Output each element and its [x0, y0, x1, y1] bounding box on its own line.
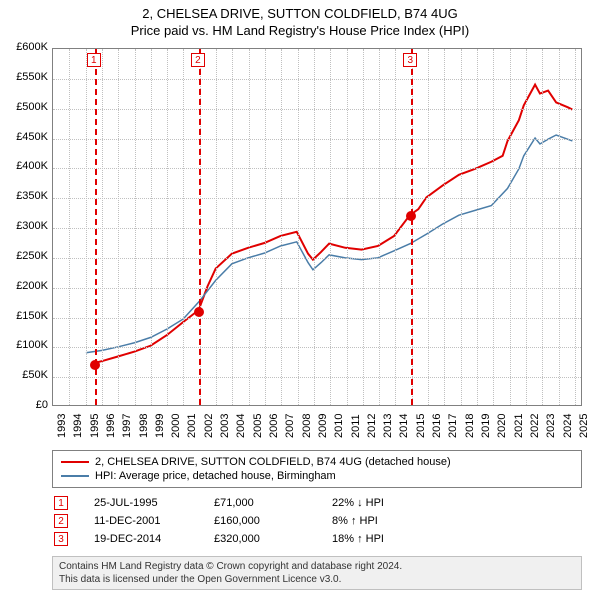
- sale-price: £71,000: [214, 497, 324, 509]
- legend-item: HPI: Average price, detached house, Birm…: [61, 469, 573, 483]
- price-chart: 2, CHELSEA DRIVE, SUTTON COLDFIELD, B74 …: [0, 0, 600, 590]
- x-axis-label: 2021: [513, 414, 525, 438]
- attribution-box: Contains HM Land Registry data © Crown c…: [52, 556, 582, 590]
- plot-area: 1 2 3: [52, 48, 582, 406]
- sale-marker-number: 3: [403, 53, 417, 67]
- x-axis-label: 1995: [89, 414, 101, 438]
- sale-marker-line: [95, 49, 97, 405]
- sale-hpi-diff: 18% ↑ HPI: [332, 533, 432, 545]
- x-axis-label: 2014: [398, 414, 410, 438]
- x-axis-label: 2016: [431, 414, 443, 438]
- y-axis-label: £350K: [0, 190, 48, 202]
- x-axis-label: 2011: [350, 414, 362, 438]
- sale-marker-line: [411, 49, 413, 405]
- chart-title-address: 2, CHELSEA DRIVE, SUTTON COLDFIELD, B74 …: [0, 0, 600, 21]
- x-axis-label: 2023: [545, 414, 557, 438]
- y-axis-label: £400K: [0, 160, 48, 172]
- sale-data-point: [406, 211, 416, 221]
- sale-data-point: [194, 307, 204, 317]
- sale-price: £320,000: [214, 533, 324, 545]
- y-axis-label: £550K: [0, 71, 48, 83]
- x-axis-label: 2017: [447, 414, 459, 438]
- sales-table: 1 25-JUL-1995 £71,000 22% ↓ HPI 2 11-DEC-2001…: [52, 494, 582, 548]
- sale-date: 19-DEC-2014: [76, 533, 206, 545]
- attribution-line1: Contains HM Land Registry data © Crown c…: [59, 560, 575, 573]
- x-axis-label: 2013: [382, 414, 394, 438]
- x-axis-label: 2025: [578, 414, 590, 438]
- x-axis-label: 1999: [154, 414, 166, 438]
- x-axis-label: 1997: [121, 414, 133, 438]
- chart-subtitle: Price paid vs. HM Land Registry's House …: [0, 21, 600, 38]
- x-axis-label: 2020: [496, 414, 508, 438]
- x-axis-label: 2015: [415, 414, 427, 438]
- x-axis-label: 2003: [219, 414, 231, 438]
- x-axis-label: 1998: [138, 414, 150, 438]
- sale-marker-number: 2: [191, 53, 205, 67]
- x-axis-label: 2005: [252, 414, 264, 438]
- x-axis-label: 2012: [366, 414, 378, 438]
- sale-row-marker: 2: [54, 514, 68, 528]
- y-axis-label: £0: [0, 399, 48, 411]
- x-axis-label: 2007: [284, 414, 296, 438]
- legend-swatch: [61, 461, 89, 463]
- y-axis-label: £200K: [0, 280, 48, 292]
- sale-date: 25-JUL-1995: [76, 497, 206, 509]
- y-axis-label: £450K: [0, 131, 48, 143]
- x-axis-label: 1993: [56, 414, 68, 438]
- sale-row: 2 11-DEC-2001 £160,000 8% ↑ HPI: [52, 512, 582, 530]
- legend-label: 2, CHELSEA DRIVE, SUTTON COLDFIELD, B74 …: [95, 456, 451, 468]
- x-axis-label: 2024: [562, 414, 574, 438]
- x-axis-label: 2022: [529, 414, 541, 438]
- x-axis-label: 2018: [464, 414, 476, 438]
- sale-hpi-diff: 8% ↑ HPI: [332, 515, 432, 527]
- sale-row: 3 19-DEC-2014 £320,000 18% ↑ HPI: [52, 530, 582, 548]
- x-axis-label: 2004: [235, 414, 247, 438]
- y-axis-label: £150K: [0, 310, 48, 322]
- x-axis-label: 2009: [317, 414, 329, 438]
- legend-label: HPI: Average price, detached house, Birm…: [95, 470, 336, 482]
- sale-row: 1 25-JUL-1995 £71,000 22% ↓ HPI: [52, 494, 582, 512]
- sale-hpi-diff: 22% ↓ HPI: [332, 497, 432, 509]
- legend: 2, CHELSEA DRIVE, SUTTON COLDFIELD, B74 …: [52, 450, 582, 488]
- chart-lines: [53, 49, 581, 405]
- x-axis-label: 2001: [186, 414, 198, 438]
- x-axis-label: 2006: [268, 414, 280, 438]
- sale-marker-line: [199, 49, 201, 405]
- x-axis-label: 1994: [72, 414, 84, 438]
- x-axis-label: 2010: [333, 414, 345, 438]
- sale-row-marker: 1: [54, 496, 68, 510]
- legend-swatch: [61, 475, 89, 477]
- y-axis-label: £50K: [0, 369, 48, 381]
- sale-marker-number: 1: [87, 53, 101, 67]
- legend-item: 2, CHELSEA DRIVE, SUTTON COLDFIELD, B74 …: [61, 455, 573, 469]
- x-axis-label: 2000: [170, 414, 182, 438]
- x-axis-label: 2008: [301, 414, 313, 438]
- y-axis-label: £300K: [0, 220, 48, 232]
- sale-date: 11-DEC-2001: [76, 515, 206, 527]
- y-axis-label: £100K: [0, 339, 48, 351]
- sale-price: £160,000: [214, 515, 324, 527]
- sale-row-marker: 3: [54, 532, 68, 546]
- sale-data-point: [90, 360, 100, 370]
- y-axis-label: £600K: [0, 41, 48, 53]
- x-axis-label: 1996: [105, 414, 117, 438]
- y-axis-label: £500K: [0, 101, 48, 113]
- x-axis-label: 2002: [203, 414, 215, 438]
- y-axis-label: £250K: [0, 250, 48, 262]
- attribution-line2: This data is licensed under the Open Gov…: [59, 573, 575, 586]
- x-axis-label: 2019: [480, 414, 492, 438]
